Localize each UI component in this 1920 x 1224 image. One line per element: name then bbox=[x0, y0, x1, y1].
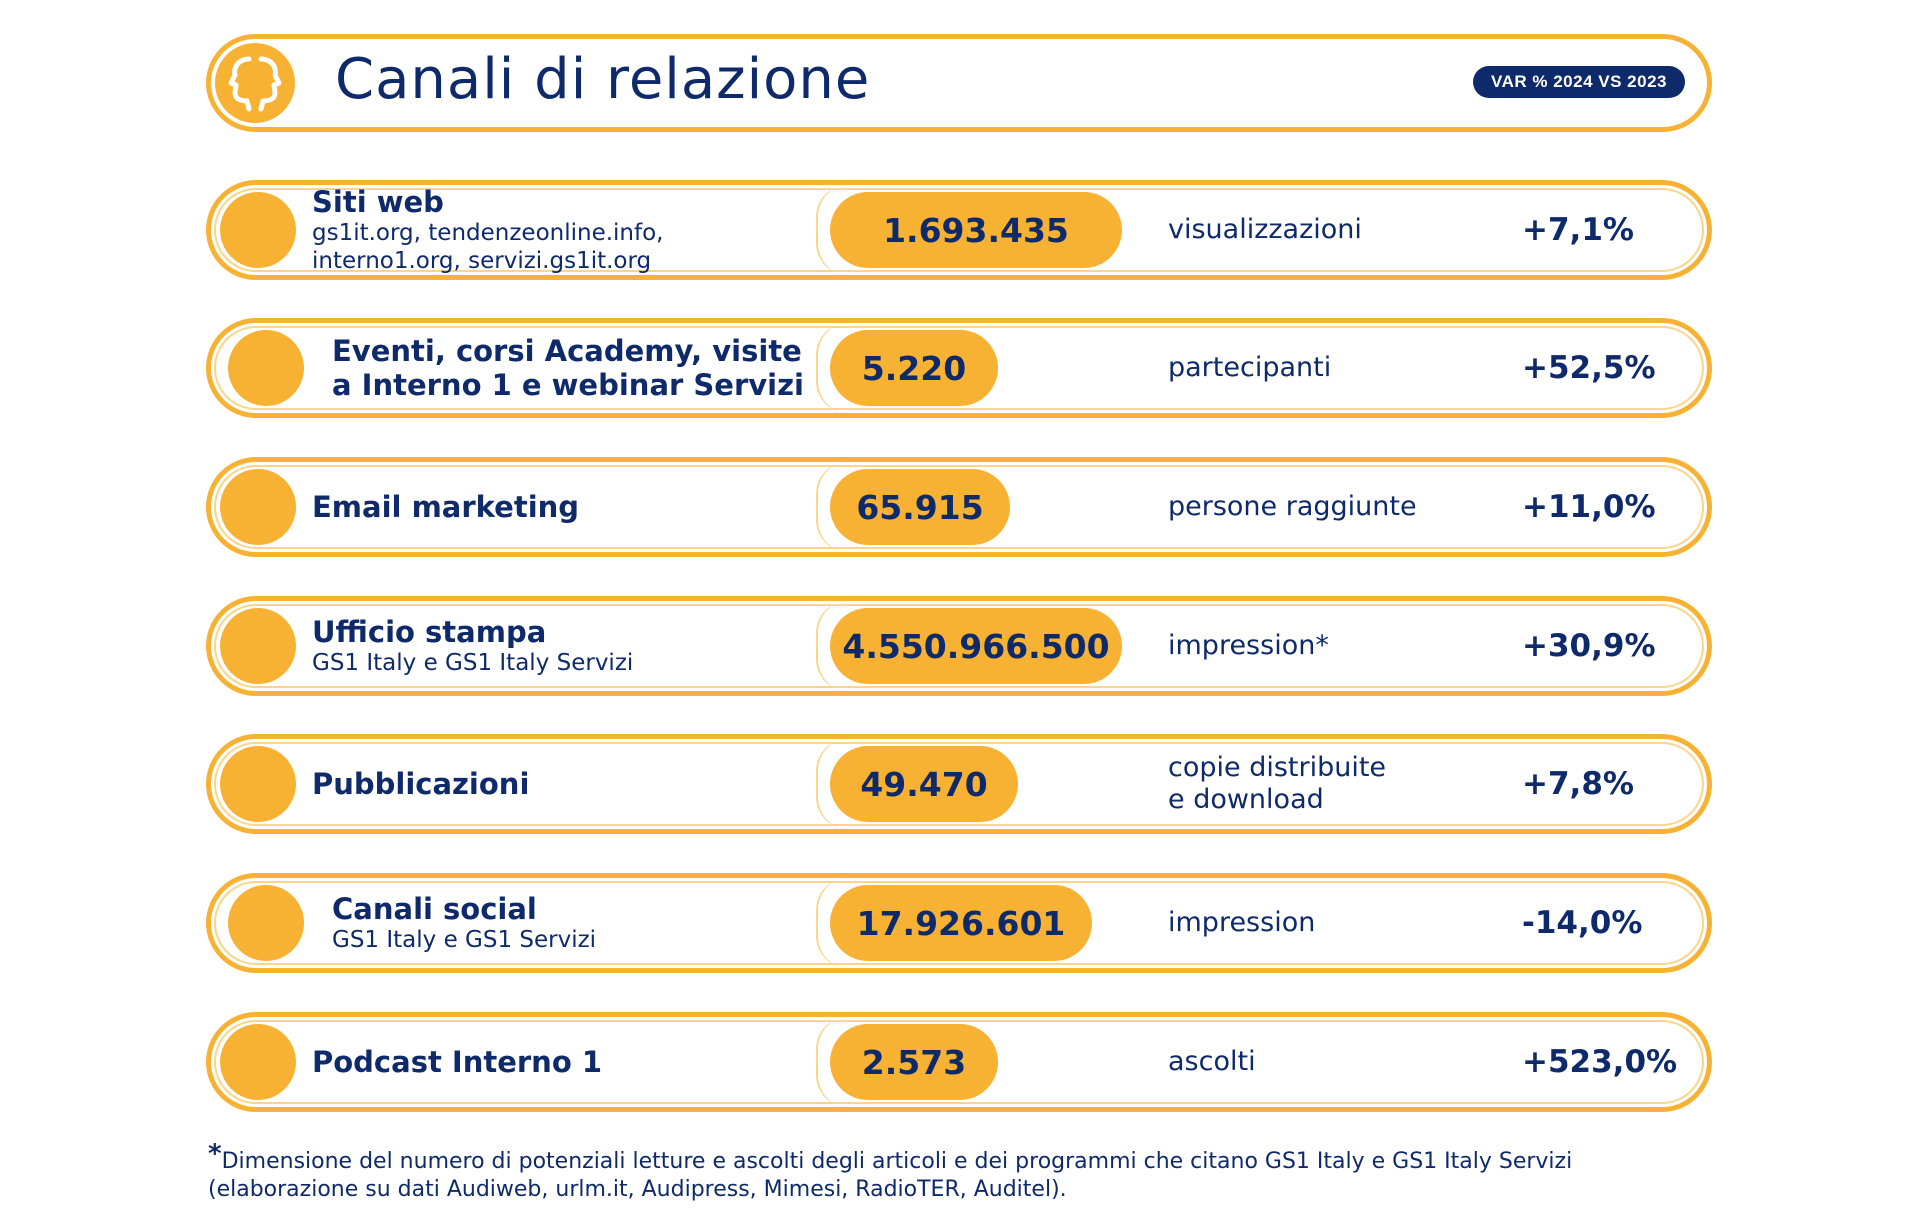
variation-value: +7,1% bbox=[1522, 212, 1634, 248]
variation-value: +52,5% bbox=[1522, 350, 1656, 386]
channel-row-podcast: Podcast Interno 1 2.573 ascolti +523,0% bbox=[206, 1012, 1712, 1112]
variation-value: +30,9% bbox=[1522, 628, 1656, 664]
footnote-line1: Dimensione del numero di potenziali lett… bbox=[221, 1149, 1573, 1174]
channel-detail: interno1.org, servizi.gs1it.org bbox=[312, 248, 652, 274]
channel-row-pubblicazioni: Pubblicazioni 49.470 copie distribuite e… bbox=[206, 734, 1712, 834]
channel-detail: gs1it.org, tendenzeonline.info, bbox=[312, 220, 664, 246]
row-bullet-icon bbox=[220, 192, 296, 268]
channel-detail: GS1 Italy e GS1 Servizi bbox=[332, 927, 597, 953]
channel-value: 4.550.966.500 bbox=[830, 608, 1122, 684]
metric-label: impression bbox=[1168, 907, 1316, 938]
row-bullet-icon bbox=[220, 469, 296, 545]
metric-label: impression* bbox=[1168, 630, 1329, 661]
row-bullet-icon bbox=[228, 330, 304, 406]
channel-name: Canali social bbox=[332, 892, 537, 926]
channel-row-eventi: Eventi, corsi Academy, visite a Interno … bbox=[206, 318, 1712, 418]
channel-name-line2: a Interno 1 e webinar Servizi bbox=[332, 368, 804, 402]
footnote-marker: * bbox=[208, 1139, 222, 1169]
channel-value: 49.470 bbox=[830, 746, 1018, 822]
section-header: Canali di relazione VAR % 2024 VS 2023 bbox=[206, 34, 1712, 132]
metric-label: persone raggiunte bbox=[1168, 491, 1417, 522]
channel-value: 65.915 bbox=[830, 469, 1010, 545]
variation-value: -14,0% bbox=[1522, 905, 1643, 941]
metric-label: ascolti bbox=[1168, 1046, 1256, 1077]
variation-value: +523,0% bbox=[1522, 1044, 1678, 1080]
channel-name: Podcast Interno 1 bbox=[312, 1045, 603, 1079]
metric-label: partecipanti bbox=[1168, 352, 1332, 383]
metric-label: copie distribuite e download bbox=[1168, 752, 1387, 815]
channel-row-siti-web: Siti web gs1it.org, tendenzeonline.info,… bbox=[206, 180, 1712, 280]
channel-name: Siti web bbox=[312, 185, 444, 219]
channel-row-email: Email marketing 65.915 persone raggiunte… bbox=[206, 457, 1712, 557]
channel-name: Email marketing bbox=[312, 490, 580, 524]
metric-label: visualizzazioni bbox=[1168, 214, 1362, 245]
row-bullet-icon bbox=[220, 1024, 296, 1100]
footnote-line2: (elaborazione su dati Audiweb, urlm.it, … bbox=[208, 1177, 1067, 1202]
page-title: Canali di relazione bbox=[335, 47, 871, 112]
row-bullet-icon bbox=[220, 608, 296, 684]
row-bullet-icon bbox=[220, 746, 296, 822]
variation-value: +11,0% bbox=[1522, 489, 1656, 525]
channel-value: 17.926.601 bbox=[830, 885, 1092, 961]
channel-row-ufficio-stampa: Ufficio stampa GS1 Italy e GS1 Italy Ser… bbox=[206, 596, 1712, 696]
channel-value: 5.220 bbox=[830, 330, 998, 406]
variation-badge: VAR % 2024 VS 2023 bbox=[1473, 66, 1685, 98]
channel-detail: GS1 Italy e GS1 Italy Servizi bbox=[312, 650, 634, 676]
channel-name: Pubblicazioni bbox=[312, 767, 530, 801]
channel-value: 1.693.435 bbox=[830, 192, 1122, 268]
row-bullet-icon bbox=[228, 885, 304, 961]
footnote: *Dimensione del numero di potenziali let… bbox=[208, 1140, 1708, 1204]
channel-name: Eventi, corsi Academy, visite bbox=[332, 334, 802, 368]
channel-value: 2.573 bbox=[830, 1024, 998, 1100]
logo-badge bbox=[215, 43, 295, 123]
two-faces-icon bbox=[228, 56, 282, 112]
channel-name: Ufficio stampa bbox=[312, 615, 547, 649]
variation-value: +7,8% bbox=[1522, 766, 1634, 802]
channel-row-social: Canali social GS1 Italy e GS1 Servizi 17… bbox=[206, 873, 1712, 973]
